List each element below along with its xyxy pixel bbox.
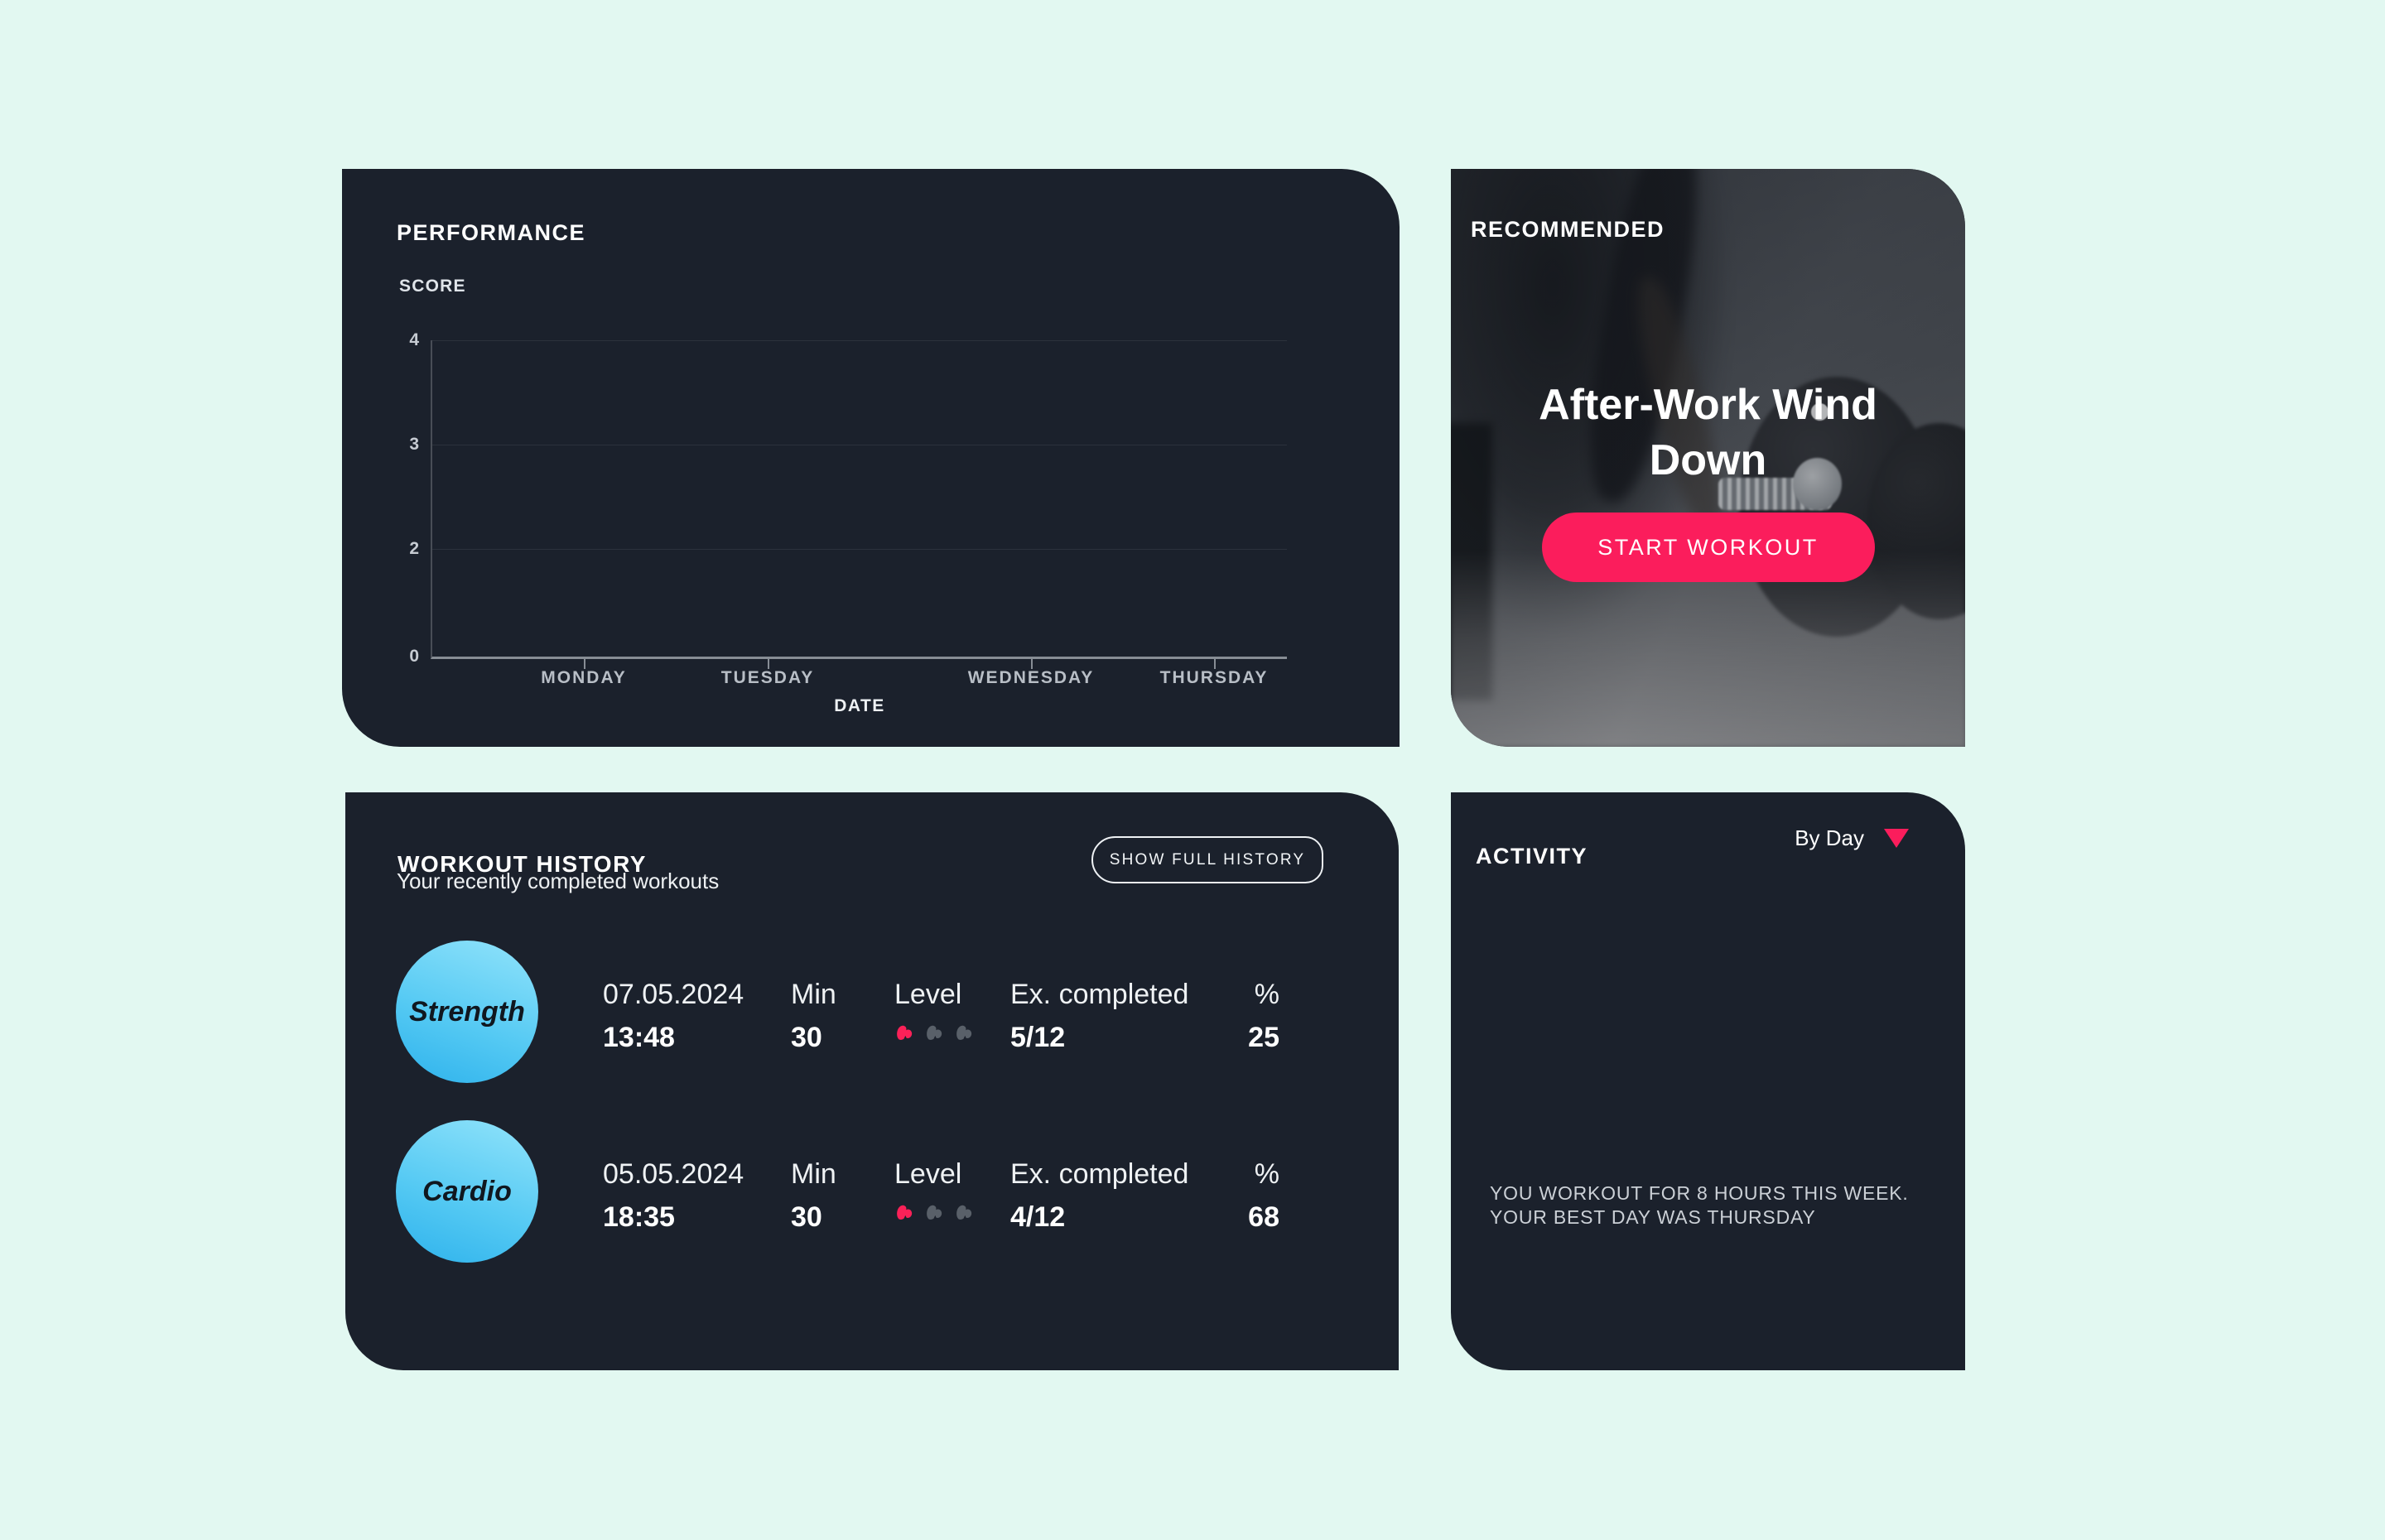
category-badge: Cardio [396, 1120, 538, 1263]
x-tick-monday: MONDAY [541, 668, 627, 687]
by-day-dropdown[interactable]: By Day [1795, 825, 1909, 851]
x-tickmark-tuesday [768, 659, 769, 669]
min-label: Min [791, 1158, 836, 1190]
bicep-icon [927, 1025, 942, 1040]
performance-title: PERFORMANCE [397, 220, 586, 246]
time-value: 13:48 [603, 1022, 675, 1053]
activity-summary-line2: YOUR BEST DAY WAS THURSDAY [1490, 1206, 1816, 1228]
performance-card: PERFORMANCE SCORE 4 3 2 0 MONDAY TUESDAY… [342, 169, 1400, 747]
exercises-label: Ex. completed [1010, 1158, 1189, 1190]
gridline-4 [432, 340, 1287, 341]
workout-name: After-Work Wind Down [1539, 381, 1877, 484]
show-full-history-button[interactable]: SHOW FULL HISTORY [1091, 836, 1323, 883]
exercises-label: Ex. completed [1010, 979, 1189, 1010]
workout-photo [1451, 169, 1965, 747]
bicep-icon [956, 1025, 972, 1040]
bicep-icon [897, 1025, 913, 1040]
score-axis-label: SCORE [399, 277, 466, 296]
activity-title: ACTIVITY [1476, 844, 1588, 869]
x-tickmark-monday [584, 659, 585, 669]
level-label: Level [894, 979, 962, 1010]
category-badge: Strength [396, 941, 538, 1083]
y-tick-4: 4 [409, 330, 419, 349]
gridline-2 [432, 549, 1287, 550]
exercises-value: 5/12 [1010, 1022, 1066, 1053]
chevron-down-icon [1884, 829, 1909, 848]
workout-history-card: WORKOUT HISTORY Your recently completed … [345, 792, 1399, 1370]
activity-card: ACTIVITY By Day YOU WORKOUT FOR 8 HOURS … [1451, 792, 1965, 1370]
time-value: 18:35 [603, 1201, 675, 1233]
history-row-strength: Strength 07.05.2024 13:48 Min 30 Level E… [396, 941, 1356, 1083]
bicep-icon [956, 1205, 972, 1220]
date-axis-label: DATE [834, 696, 885, 715]
y-tick-3: 3 [409, 435, 419, 454]
x-tick-thursday: THURSDAY [1159, 668, 1269, 687]
recommended-card: RECOMMENDED After-Work Wind Down START W… [1451, 169, 1965, 747]
level-rating [894, 1200, 976, 1222]
by-day-label: By Day [1795, 825, 1864, 850]
recommended-title: RECOMMENDED [1471, 217, 1665, 243]
start-workout-button[interactable]: START WORKOUT [1541, 513, 1875, 582]
exercises-value: 4/12 [1010, 1201, 1066, 1233]
x-tickmark-wednesday [1031, 659, 1033, 669]
x-tick-tuesday: TUESDAY [720, 668, 815, 687]
min-label: Min [791, 979, 836, 1010]
percent-value: 25 [1248, 1022, 1279, 1053]
min-value: 30 [791, 1201, 822, 1233]
percent-value: 68 [1248, 1201, 1279, 1233]
x-tick-wednesday: WEDNESDAY [967, 668, 1095, 687]
performance-chart: 4 3 2 0 MONDAY TUESDAY WEDNESDAY THURSDA… [409, 330, 1287, 715]
bicep-icon [897, 1205, 913, 1220]
percent-label: % [1254, 1158, 1279, 1190]
level-label: Level [894, 1158, 962, 1190]
photo-overlay [1451, 169, 1965, 747]
activity-summary: YOU WORKOUT FOR 8 HOURS THIS WEEK. YOUR … [1490, 1181, 1929, 1230]
history-row-cardio: Cardio 05.05.2024 18:35 Min 30 Level Ex.… [396, 1120, 1356, 1263]
bicep-icon [927, 1205, 942, 1220]
x-tickmark-thursday [1214, 659, 1216, 669]
date-value: 05.05.2024 [603, 1158, 744, 1190]
y-tick-2: 2 [409, 539, 419, 558]
activity-summary-line1: YOU WORKOUT FOR 8 HOURS THIS WEEK. [1490, 1182, 1909, 1204]
date-value: 07.05.2024 [603, 979, 744, 1010]
workout-history-title: WORKOUT HISTORY [398, 851, 647, 878]
workout-history-subtitle: Your recently completed workouts [397, 869, 720, 893]
level-rating [894, 1020, 976, 1042]
min-value: 30 [791, 1022, 822, 1053]
y-tick-0: 0 [409, 647, 419, 666]
percent-label: % [1254, 979, 1279, 1010]
